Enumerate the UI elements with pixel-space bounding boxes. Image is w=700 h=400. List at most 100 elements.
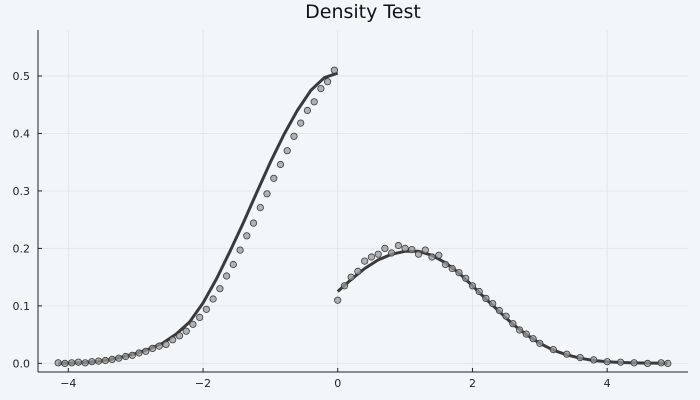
data-point bbox=[169, 336, 177, 344]
x-tick-label: 4 bbox=[604, 377, 611, 390]
data-point bbox=[256, 204, 264, 212]
data-point bbox=[95, 357, 103, 365]
data-point bbox=[529, 335, 537, 343]
axes bbox=[37, 30, 688, 373]
data-point bbox=[330, 66, 338, 74]
data-point bbox=[263, 190, 271, 198]
data-point bbox=[182, 327, 190, 335]
data-point bbox=[162, 340, 170, 348]
y-tick-label: 0.4 bbox=[13, 127, 31, 140]
data-point bbox=[616, 358, 625, 366]
data-point bbox=[323, 78, 332, 86]
data-point bbox=[475, 287, 483, 296]
data-point bbox=[175, 332, 184, 340]
data-point bbox=[441, 260, 450, 269]
data-point bbox=[435, 251, 443, 259]
y-tick-label: 0.2 bbox=[13, 242, 31, 255]
data-point bbox=[347, 273, 355, 281]
data-point bbox=[81, 359, 89, 367]
data-point bbox=[209, 295, 217, 303]
data-point bbox=[563, 350, 571, 358]
data-point bbox=[421, 246, 429, 254]
data-point bbox=[88, 358, 96, 366]
density-lines bbox=[58, 71, 668, 365]
data-point bbox=[189, 320, 197, 328]
data-point bbox=[603, 358, 611, 366]
data-point bbox=[122, 352, 130, 361]
data-point bbox=[515, 326, 524, 334]
data-point bbox=[381, 244, 389, 252]
data-point bbox=[428, 253, 436, 261]
density-line-1 bbox=[336, 249, 668, 365]
data-point bbox=[489, 299, 497, 308]
data-point bbox=[502, 312, 510, 320]
data-point bbox=[462, 274, 470, 282]
sample-points bbox=[54, 66, 672, 367]
grid bbox=[38, 30, 688, 372]
data-point bbox=[155, 342, 163, 350]
data-point bbox=[361, 257, 369, 265]
data-point bbox=[495, 306, 503, 315]
data-point bbox=[367, 253, 375, 261]
data-point bbox=[408, 246, 416, 254]
data-point bbox=[101, 356, 110, 365]
data-point bbox=[202, 305, 210, 313]
data-point bbox=[297, 119, 305, 127]
data-point bbox=[448, 264, 456, 273]
data-point bbox=[135, 349, 143, 357]
data-point bbox=[664, 359, 672, 367]
data-point bbox=[455, 268, 463, 277]
data-point bbox=[290, 132, 298, 140]
x-tick-labels: −4 −2 0 2 4 bbox=[60, 368, 611, 390]
data-point bbox=[196, 313, 204, 321]
data-point bbox=[142, 347, 150, 355]
y-tick-label: 0.0 bbox=[13, 357, 31, 370]
data-point bbox=[54, 359, 62, 367]
data-point bbox=[236, 246, 244, 254]
data-point bbox=[354, 267, 362, 275]
y-tick-label: 0.5 bbox=[13, 70, 31, 83]
data-point bbox=[270, 174, 278, 182]
data-point bbox=[243, 232, 251, 240]
x-tick-label: 2 bbox=[469, 377, 476, 390]
data-point bbox=[276, 160, 285, 169]
x-tick-label: 0 bbox=[334, 377, 341, 390]
data-point bbox=[317, 85, 325, 93]
x-tick-label: −2 bbox=[195, 377, 211, 390]
data-point bbox=[310, 98, 318, 106]
data-point bbox=[394, 241, 402, 250]
y-tick-label: 0.3 bbox=[13, 185, 31, 198]
data-point bbox=[509, 320, 517, 328]
data-point bbox=[630, 359, 638, 367]
data-point bbox=[401, 244, 409, 252]
data-point bbox=[387, 249, 396, 257]
data-point bbox=[229, 260, 237, 269]
data-point bbox=[223, 272, 231, 280]
data-point bbox=[374, 250, 382, 258]
data-point bbox=[108, 355, 116, 363]
data-point bbox=[549, 345, 557, 354]
data-point bbox=[576, 353, 584, 362]
data-point bbox=[340, 282, 349, 290]
data-point bbox=[657, 359, 665, 367]
data-point bbox=[643, 359, 652, 367]
data-point bbox=[128, 351, 136, 359]
data-point bbox=[115, 354, 123, 362]
x-tick-label: −4 bbox=[60, 377, 76, 390]
data-point bbox=[216, 285, 224, 293]
data-point bbox=[303, 106, 311, 115]
data-point bbox=[482, 294, 490, 302]
data-point bbox=[148, 344, 157, 352]
data-point bbox=[68, 359, 76, 367]
data-point bbox=[61, 359, 69, 367]
y-tick-labels: 0.0 0.1 0.2 0.3 0.4 0.5 bbox=[13, 70, 42, 370]
data-point bbox=[74, 358, 83, 366]
data-point bbox=[283, 147, 291, 155]
data-point bbox=[414, 250, 423, 258]
data-point bbox=[334, 296, 342, 304]
data-point bbox=[522, 330, 530, 338]
data-point bbox=[249, 219, 258, 227]
data-point bbox=[468, 282, 477, 290]
y-tick-label: 0.1 bbox=[13, 300, 31, 313]
